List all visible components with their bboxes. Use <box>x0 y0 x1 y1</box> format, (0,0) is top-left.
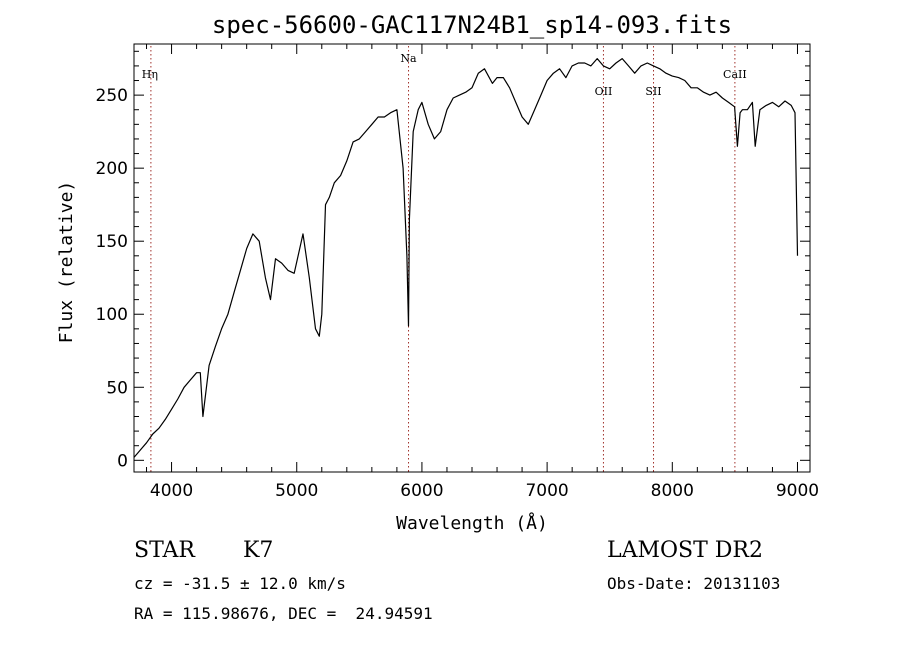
x-tick-label: 6000 <box>400 481 443 501</box>
plot-area: 4000 5000 6000 7000 8000 9000 0 50 100 150 200 250 H… <box>96 43 819 501</box>
x-tick-label: 8000 <box>651 481 694 501</box>
line-marker-label: Hη <box>142 68 158 81</box>
survey-name: LAMOST DR2 <box>607 538 763 563</box>
chart-title: spec-56600-GAC117N24B1_sp14-093.fits <box>212 11 732 39</box>
y-axis-label: Flux (relative) <box>56 181 77 344</box>
line-marker-label: CaII <box>723 68 747 81</box>
y-tick-label: 150 <box>96 232 128 252</box>
y-tick-label: 0 <box>117 451 128 471</box>
x-tick-label: 5000 <box>275 481 318 501</box>
y-tick-label: 200 <box>96 159 128 179</box>
x-tick-label: 9000 <box>776 481 819 501</box>
line-marker-label: Na <box>400 52 417 65</box>
redshift-text: cz = -31.5 ± 12.0 km/s <box>134 574 346 593</box>
x-axis-label: Wavelength (Å) <box>396 512 548 534</box>
y-tick-label: 50 <box>106 378 128 398</box>
spectrum-line <box>133 57 799 458</box>
line-marker-label: OII <box>595 85 613 98</box>
coordinates-text: RA = 115.98676, DEC = 24.94591 <box>134 604 433 623</box>
observation-date: Obs-Date: 20131103 <box>607 574 781 593</box>
line-marker-label: SII <box>645 85 661 98</box>
spectral-subclass: K7 <box>243 538 274 563</box>
x-tick-label: 7000 <box>525 481 568 501</box>
y-tick-label: 250 <box>96 86 128 106</box>
object-class: STAR <box>134 538 195 563</box>
y-tick-label: 100 <box>96 305 128 325</box>
plot-frame <box>133 43 811 473</box>
x-tick-label: 4000 <box>150 481 193 501</box>
